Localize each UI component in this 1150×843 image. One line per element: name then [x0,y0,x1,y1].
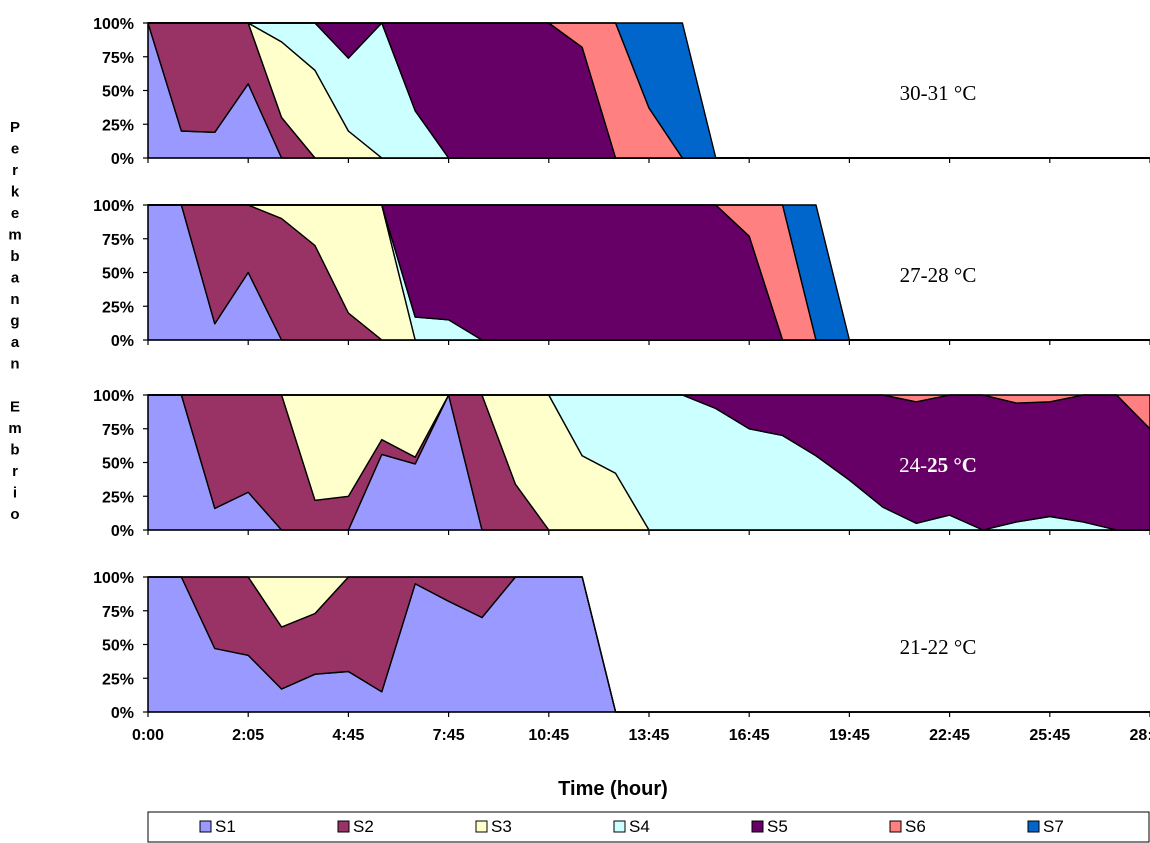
temperature-label-part: 24- [899,453,927,477]
legend-label-s7: S7 [1043,817,1064,836]
y-axis-title-letter: i [13,485,17,502]
legend-label-s3: S3 [491,817,512,836]
temperature-label-part: 21-22 °C [900,635,977,659]
y-tick-label: 100% [93,570,134,587]
panel-4: 0% 25% 50% 75% 100% 21-22 °C [93,570,1150,722]
temperature-label: 24-25 °C [899,453,977,477]
temperature-label: 30-31 °C [900,81,977,105]
x-tick-label: 25:45 [1029,727,1070,744]
x-axis-title: Time (hour) [558,778,668,800]
y-axis-title-letter: n [10,291,19,308]
area-s7 [147,204,1150,341]
y-tick-label: 50% [102,456,134,473]
legend-swatch-s4 [613,820,626,833]
legend: S1 S2 S3 S4 S5 S6 S7 [147,811,1150,843]
y-tick-label: 75% [102,50,134,67]
x-tick-label: 22:45 [929,727,970,744]
x-tick-label: 28:45 [1130,727,1150,744]
y-axis-title-letter: r [12,463,18,480]
x-tick-label: 19:45 [829,727,870,744]
legend-box [147,811,1150,843]
legend-label-s2: S2 [353,817,374,836]
legend-label-s5: S5 [767,817,788,836]
area-s7 [147,22,1150,159]
y-tick-label: 100% [93,198,134,215]
y-axis-title-letter: m [8,227,21,244]
y-axis-title-letter: n [10,356,19,373]
legend-swatch-s6 [889,820,902,833]
y-tick-label: 100% [93,388,134,405]
legend-swatch-s3 [475,820,488,833]
panel-2: 0% 25% 50% 75% 100% 27-28 °C [93,198,1150,350]
y-tick-label: 0% [111,705,134,722]
area-s3 [147,576,1150,713]
y-axis-title-letter: P [10,119,20,136]
legend-swatch-s5 [751,820,764,833]
y-tick-label: 0% [111,523,134,540]
y-axis-title-letter: k [11,184,20,201]
y-axis-title-letter: r [12,162,18,179]
x-tick-label: 2:05 [232,727,264,744]
temperature-label-part: 27-28 °C [900,263,977,287]
x-tick-label: 0:00 [132,727,164,744]
temperature-label: 21-22 °C [900,635,977,659]
legend-label-s6: S6 [905,817,926,836]
y-axis-title-letter: e [11,141,19,158]
temperature-label: 27-28 °C [900,263,977,287]
panel-3: 0% 25% 50% 75% 100% 24-25 °C [93,388,1150,540]
y-axis-title-letter: o [10,506,19,523]
y-tick-label: 75% [102,422,134,439]
y-axis-title-letter: g [10,313,19,330]
panel-1: 0% 25% 50% 75% 100% 30-31 °C [93,16,1150,168]
y-tick-label: 0% [111,333,134,350]
x-axis-ticks: 0:00 2:05 4:45 7:45 10:45 13:45 16:45 19:45 22:4… [132,727,1150,744]
legend-label-s1: S1 [215,817,236,836]
y-axis-title-letter: a [11,334,20,351]
y-tick-label: 0% [111,151,134,168]
x-tick-label: 4:45 [332,727,364,744]
y-tick-label: 50% [102,266,134,283]
y-tick-label: 50% [102,638,134,655]
y-tick-label: 75% [102,232,134,249]
y-tick-label: 25% [102,299,134,316]
x-tick-label: 13:45 [629,727,670,744]
y-tick-label: 25% [102,671,134,688]
y-axis-title-letter: E [10,399,20,416]
y-tick-label: 50% [102,84,134,101]
x-tick-label: 7:45 [433,727,465,744]
y-axis-title-letter: e [11,205,19,222]
legend-swatch-s2 [337,820,350,833]
x-tick-label: 10:45 [528,727,569,744]
temperature-label-part: 25 °C [927,453,977,477]
y-tick-label: 25% [102,117,134,134]
y-axis-title-letter: b [10,442,19,459]
area-s6 [147,394,1150,430]
y-axis-title-letter: b [10,248,19,265]
temperature-label-part: 30-31 °C [900,81,977,105]
y-axis-title-letter: a [11,270,20,287]
legend-swatch-s1 [199,820,212,833]
y-tick-label: 25% [102,489,134,506]
legend-label-s4: S4 [629,817,650,836]
chart-panels: 0% 25% 50% 75% 100% 30-31 °C 0% 25% 50% 75% 100% 27… [93,16,1150,722]
x-tick-label: 16:45 [729,727,770,744]
y-tick-label: 75% [102,604,134,621]
legend-swatch-s7 [1027,820,1040,833]
y-axis-title-letter: m [8,420,21,437]
y-tick-label: 100% [93,16,134,33]
